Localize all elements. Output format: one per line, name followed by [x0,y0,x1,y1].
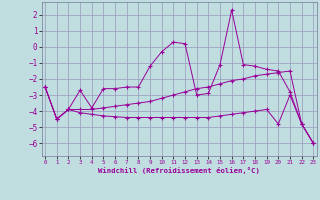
X-axis label: Windchill (Refroidissement éolien,°C): Windchill (Refroidissement éolien,°C) [98,167,260,174]
